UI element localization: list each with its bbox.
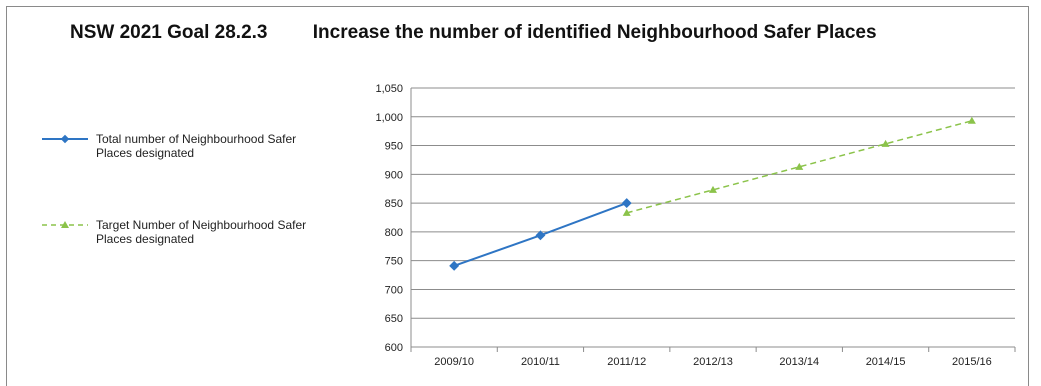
x-tick-label: 2012/13 xyxy=(693,356,733,368)
y-tick-label: 1,000 xyxy=(375,112,403,124)
legend-item-target: Target Number of Neighbourhood Safer Pla… xyxy=(42,218,342,246)
y-tick-label: 750 xyxy=(385,256,403,268)
legend-label-actual: Total number of Neighbourhood Safer Plac… xyxy=(96,132,297,160)
data-point-marker xyxy=(449,260,460,271)
series-lines xyxy=(453,120,973,267)
grid-lines xyxy=(410,87,1015,348)
data-point-marker xyxy=(881,139,890,147)
x-tick-label: 2014/15 xyxy=(866,356,906,368)
y-tick-label: 800 xyxy=(385,227,403,239)
chart-header: NSW 2021 Goal 28.2.3 Increase the number… xyxy=(70,22,877,44)
x-axis-ticks: 2009/10 2010/11 2011/12 2012/13 2013/14 2014/… xyxy=(410,347,1016,368)
data-point-marker xyxy=(621,198,632,209)
x-tick-label: 2010/11 xyxy=(521,356,560,368)
data-point-marker xyxy=(622,208,631,216)
legend-item-actual: Total number of Neighbourhood Safer Plac… xyxy=(42,132,342,160)
y-tick-label: 700 xyxy=(385,284,403,296)
data-point-marker xyxy=(967,116,976,124)
data-point-marker xyxy=(535,230,546,241)
y-tick-label: 600 xyxy=(385,342,403,354)
x-tick-label: 2015/16 xyxy=(952,356,992,368)
data-point-marker xyxy=(795,162,804,170)
x-tick-label: 2013/14 xyxy=(779,356,819,368)
y-tick-label: 950 xyxy=(385,141,403,153)
goal-id: NSW 2021 Goal 28.2.3 xyxy=(70,22,268,43)
x-tick-label: 2009/10 xyxy=(434,356,474,368)
legend-swatch-target xyxy=(42,221,88,228)
y-tick-label: 650 xyxy=(385,313,403,325)
y-axis-ticks: 600 650 700 750 800 850 900 950 1,000 1,050 xyxy=(375,83,403,354)
y-tick-label: 850 xyxy=(385,198,403,210)
data-point-marker xyxy=(709,185,717,193)
legend-label-target: Target Number of Neighbourhood Safer Pla… xyxy=(96,218,307,246)
y-tick-label: 900 xyxy=(385,169,403,181)
y-tick-label: 1,050 xyxy=(375,83,403,95)
x-tick-label: 2011/12 xyxy=(607,356,646,368)
chart-title: Increase the number of identified Neighb… xyxy=(312,22,877,43)
legend-swatch-actual xyxy=(42,134,88,144)
line-chart: 600 650 700 750 800 850 900 950 1,000 1,050 2009/… xyxy=(375,83,1016,368)
series-markers xyxy=(449,116,976,271)
chart-frame xyxy=(6,6,1029,386)
